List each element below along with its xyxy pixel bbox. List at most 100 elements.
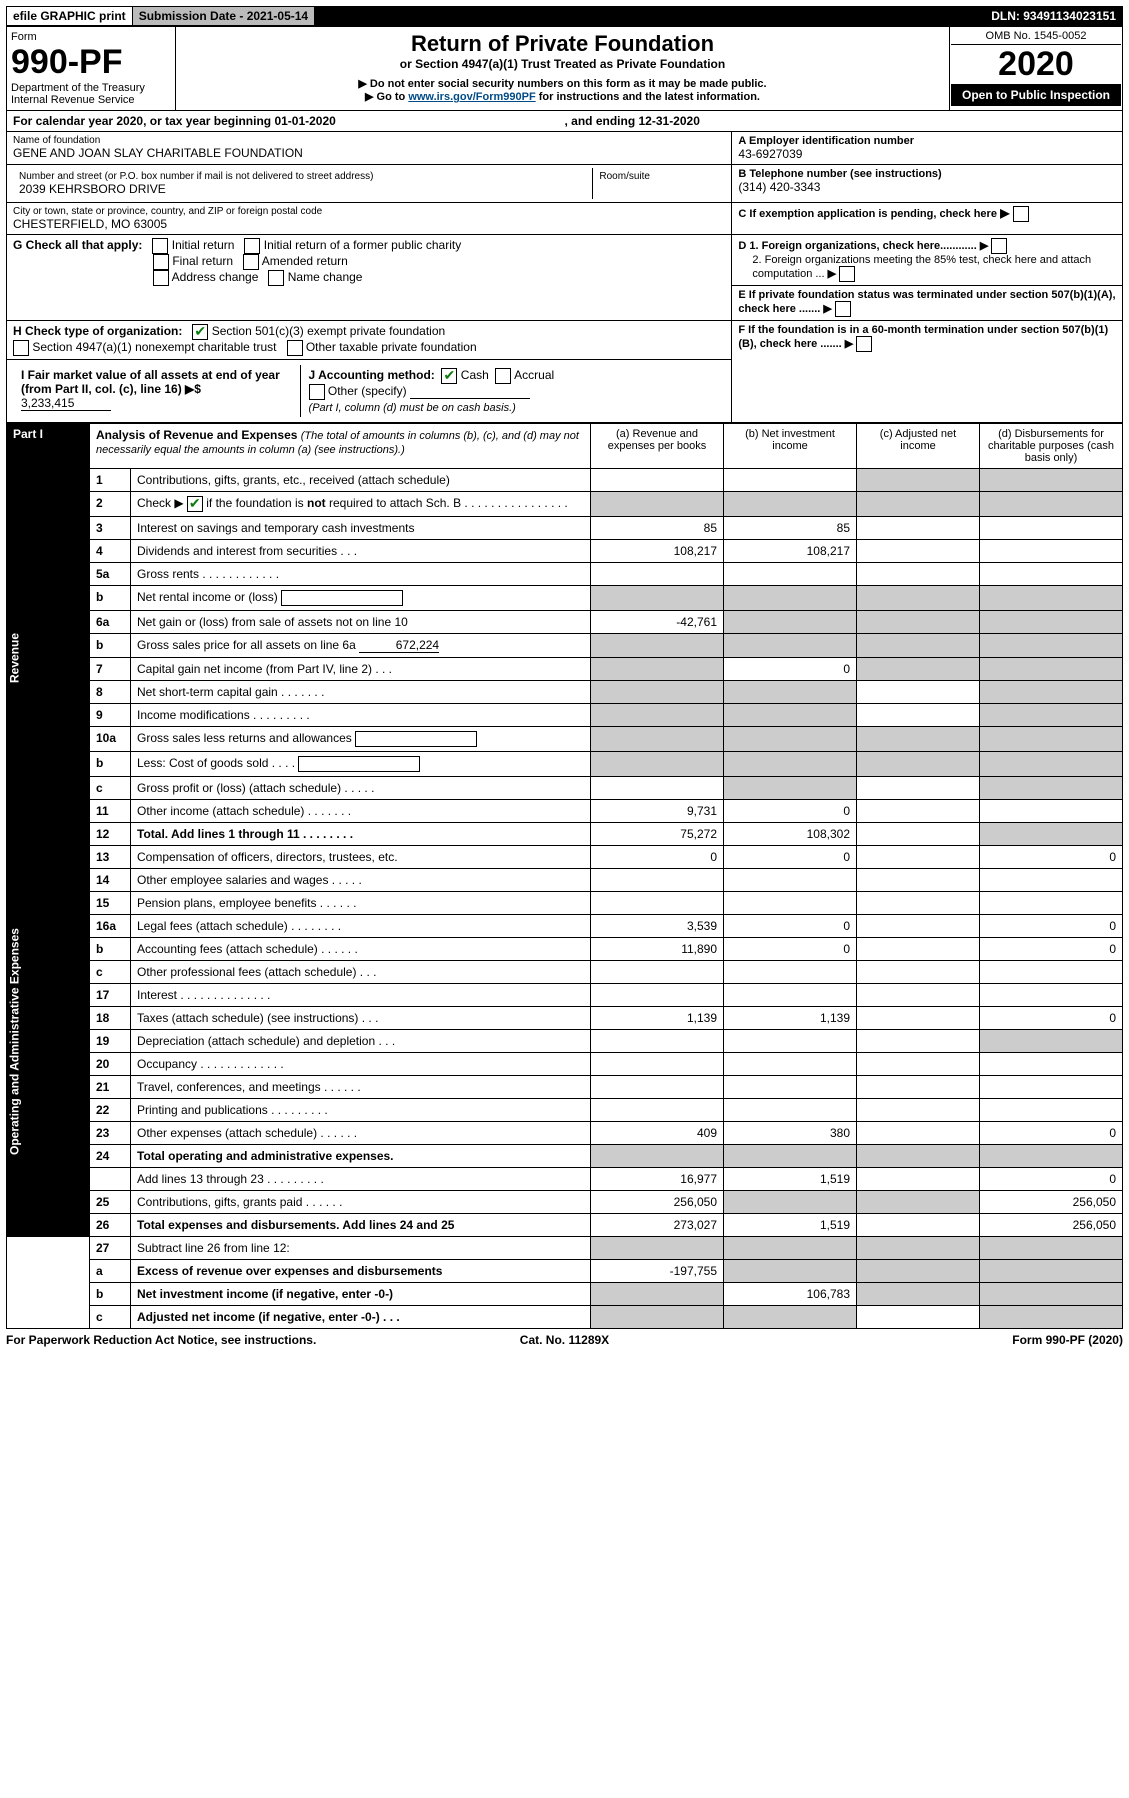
f-checkbox[interactable] [856, 336, 872, 352]
cell-col-c [857, 984, 980, 1007]
efile-print-label[interactable]: efile GRAPHIC print [7, 7, 133, 25]
cell-col-d [980, 892, 1123, 915]
cell-col-b [724, 563, 857, 586]
cell-col-b [724, 727, 857, 752]
cell-col-b: 0 [724, 800, 857, 823]
cell-col-b: 106,783 [724, 1283, 857, 1306]
cell-col-d [980, 1030, 1123, 1053]
g-name-change[interactable] [268, 270, 284, 286]
cell-col-c [857, 1214, 980, 1237]
cell-col-a: 0 [591, 846, 724, 869]
cell-col-b [724, 961, 857, 984]
table-row: bGross sales price for all assets on lin… [7, 634, 1123, 658]
row-description: Gross sales price for all assets on line… [131, 634, 591, 658]
cell-col-a: 108,217 [591, 540, 724, 563]
table-row: 27Subtract line 26 from line 12: [7, 1237, 1123, 1260]
cell-col-c [857, 823, 980, 846]
table-row: 24Total operating and administrative exp… [7, 1145, 1123, 1168]
row-description: Less: Cost of goods sold . . . . [131, 752, 591, 777]
calendar-year-row: For calendar year 2020, or tax year begi… [6, 111, 1123, 132]
cell-col-c [857, 1122, 980, 1145]
schB-checkbox[interactable] [187, 496, 203, 512]
cell-col-c [857, 1007, 980, 1030]
cell-col-b: 85 [724, 517, 857, 540]
cell-col-c [857, 517, 980, 540]
table-row: cAdjusted net income (if negative, enter… [7, 1306, 1123, 1329]
treasury-dept: Department of the Treasury [11, 82, 171, 94]
cell-col-c [857, 611, 980, 634]
row-description: Net investment income (if negative, ente… [131, 1283, 591, 1306]
cell-col-d [980, 1053, 1123, 1076]
cell-col-a [591, 704, 724, 727]
cell-col-c [857, 586, 980, 611]
h-4947-checkbox[interactable] [13, 340, 29, 356]
cell-col-a [591, 869, 724, 892]
j-accrual-checkbox[interactable] [495, 368, 511, 384]
cell-col-c [857, 1168, 980, 1191]
row-description: Gross rents . . . . . . . . . . . . [131, 563, 591, 586]
cell-col-b [724, 492, 857, 517]
h-label: H Check type of organization: [13, 324, 182, 338]
row-description: Pension plans, employee benefits . . . .… [131, 892, 591, 915]
g-amended-return[interactable] [243, 254, 259, 270]
g-final-return[interactable] [153, 254, 169, 270]
part1-table: Part I Analysis of Revenue and Expenses … [6, 423, 1123, 1329]
cell-col-a: 9,731 [591, 800, 724, 823]
cell-col-d [980, 586, 1123, 611]
cell-col-c [857, 492, 980, 517]
cell-col-a [591, 469, 724, 492]
d1-label: D 1. Foreign organizations, check here..… [738, 240, 976, 252]
section-side-label [7, 1237, 90, 1329]
g-initial-return[interactable] [152, 238, 168, 254]
cell-col-a [591, 1099, 724, 1122]
e-checkbox[interactable] [835, 301, 851, 317]
row-description: Other income (attach schedule) . . . . .… [131, 800, 591, 823]
row-description: Excess of revenue over expenses and disb… [131, 1260, 591, 1283]
cell-col-a [591, 1306, 724, 1329]
cell-col-d [980, 1283, 1123, 1306]
cell-col-c [857, 1099, 980, 1122]
cell-col-a: 1,139 [591, 1007, 724, 1030]
table-row: 10aGross sales less returns and allowanc… [7, 727, 1123, 752]
omb-number: OMB No. 1545-0052 [951, 28, 1121, 45]
d2-checkbox[interactable] [839, 266, 855, 282]
pending-label: C If exemption application is pending, c… [738, 208, 997, 220]
cell-col-a [591, 1283, 724, 1306]
page-footer: For Paperwork Reduction Act Notice, see … [6, 1333, 1123, 1347]
cell-col-b [724, 586, 857, 611]
d1-checkbox[interactable] [991, 238, 1007, 254]
street-label: Number and street (or P.O. box number if… [19, 171, 586, 182]
table-row: 18Taxes (attach schedule) (see instructi… [7, 1007, 1123, 1030]
form990pf-link[interactable]: www.irs.gov/Form990PF [408, 91, 535, 103]
j-other-checkbox[interactable] [309, 384, 325, 400]
cell-col-b [724, 1191, 857, 1214]
cell-col-b [724, 1145, 857, 1168]
cell-col-d [980, 611, 1123, 634]
h-other-taxable-checkbox[interactable] [287, 340, 303, 356]
cell-col-c [857, 1145, 980, 1168]
cell-col-b: 108,302 [724, 823, 857, 846]
cell-col-a [591, 1145, 724, 1168]
e-label: E If private foundation status was termi… [738, 289, 1115, 315]
table-row: 25Contributions, gifts, grants paid . . … [7, 1191, 1123, 1214]
g-initial-former[interactable] [244, 238, 260, 254]
cell-col-a [591, 1053, 724, 1076]
cell-col-b [724, 1030, 857, 1053]
cell-col-a: -197,755 [591, 1260, 724, 1283]
pending-checkbox[interactable] [1013, 206, 1029, 222]
cell-col-a [591, 586, 724, 611]
table-row: bLess: Cost of goods sold . . . . [7, 752, 1123, 777]
row-description: Occupancy . . . . . . . . . . . . . [131, 1053, 591, 1076]
j-cash-checkbox[interactable] [441, 368, 457, 384]
cell-col-c [857, 752, 980, 777]
h-501c3-checkbox[interactable] [192, 324, 208, 340]
table-row: Add lines 13 through 23 . . . . . . . . … [7, 1168, 1123, 1191]
g-address-change[interactable] [153, 270, 169, 286]
table-row: 17Interest . . . . . . . . . . . . . . [7, 984, 1123, 1007]
table-row: 11Other income (attach schedule) . . . .… [7, 800, 1123, 823]
cell-col-b [724, 984, 857, 1007]
row-description: Check ▶ if the foundation is not require… [131, 492, 591, 517]
cell-col-d: 256,050 [980, 1214, 1123, 1237]
row-description: Add lines 13 through 23 . . . . . . . . … [131, 1168, 591, 1191]
cell-col-c [857, 469, 980, 492]
